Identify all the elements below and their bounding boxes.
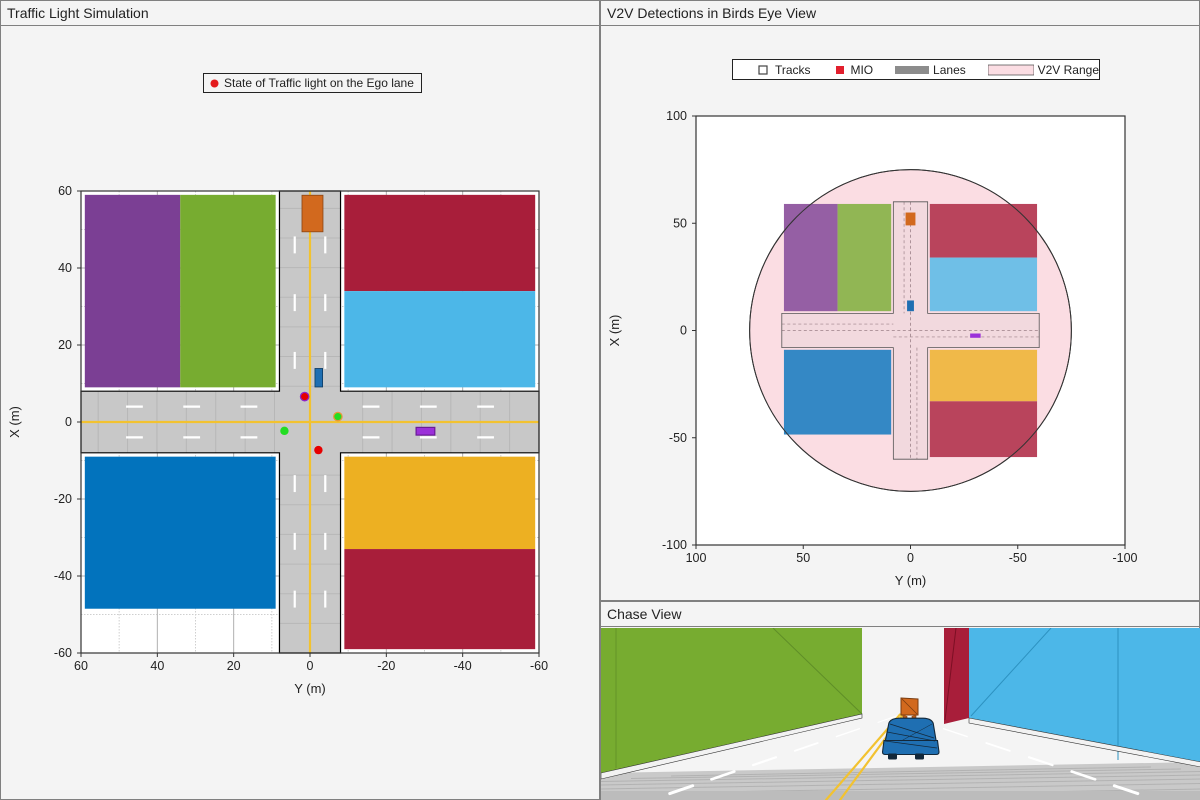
svg-text:20: 20 [58, 338, 72, 352]
svg-text:0: 0 [307, 659, 314, 673]
svg-text:0: 0 [65, 415, 72, 429]
svg-text:100: 100 [666, 109, 687, 123]
svg-text:50: 50 [673, 216, 687, 230]
svg-text:40: 40 [58, 261, 72, 275]
svg-text:60: 60 [74, 659, 88, 673]
svg-text:X (m): X (m) [607, 315, 622, 347]
svg-text:-20: -20 [54, 492, 72, 506]
svg-text:50: 50 [796, 551, 810, 565]
svg-text:0: 0 [680, 324, 687, 338]
svg-text:-100: -100 [662, 538, 687, 552]
svg-text:60: 60 [58, 184, 72, 198]
svg-text:-40: -40 [54, 569, 72, 583]
svg-text:-50: -50 [1009, 551, 1027, 565]
svg-text:-60: -60 [530, 659, 548, 673]
svg-text:Y (m): Y (m) [294, 681, 326, 696]
svg-text:40: 40 [150, 659, 164, 673]
svg-text:0: 0 [907, 551, 914, 565]
svg-text:X (m): X (m) [7, 406, 22, 438]
svg-text:-50: -50 [669, 431, 687, 445]
svg-text:-20: -20 [377, 659, 395, 673]
svg-text:Y (m): Y (m) [895, 573, 927, 588]
svg-text:-60: -60 [54, 646, 72, 660]
svg-text:-40: -40 [454, 659, 472, 673]
svg-text:20: 20 [227, 659, 241, 673]
svg-text:-100: -100 [1112, 551, 1137, 565]
svg-text:100: 100 [686, 551, 707, 565]
